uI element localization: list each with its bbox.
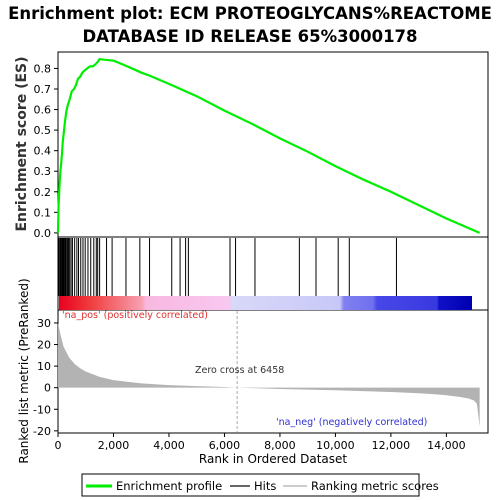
es-y-tick-label: 0.6 bbox=[34, 104, 52, 117]
metric-y-tick-label: 0 bbox=[44, 382, 51, 395]
es-y-tick-label: 0.3 bbox=[34, 165, 52, 178]
metric-y-tick-label: -10 bbox=[33, 403, 51, 416]
metric-y-tick-label: 30 bbox=[37, 317, 51, 330]
x-tick-label: 8,000 bbox=[264, 439, 296, 452]
metric-y-axis-label: Ranked list metric (PreRanked) bbox=[17, 278, 31, 463]
legend-box bbox=[81, 473, 420, 497]
x-tick-label: 0 bbox=[55, 439, 62, 452]
x-tick-label: 14,000 bbox=[427, 439, 466, 452]
chart-title-line1: Enrichment plot: ECM PROTEOGLYCANS%REACT… bbox=[8, 4, 492, 23]
es-y-tick-label: 0.0 bbox=[34, 227, 52, 240]
x-tick-label: 12,000 bbox=[372, 439, 411, 452]
legend-label-hits: Hits bbox=[254, 479, 276, 493]
legend-label-metric: Ranking metric scores bbox=[311, 479, 439, 493]
zero-cross-label: Zero cross at 6458 bbox=[195, 365, 284, 376]
metric-y-tick-label: 10 bbox=[37, 360, 51, 373]
enrichment-profile-line bbox=[56, 58, 481, 234]
metric-y-ticks: -20 -10 0 10 20 30 bbox=[33, 317, 58, 438]
neg-correlated-label: 'na_neg' (negatively correlated) bbox=[276, 417, 427, 428]
x-tick-label: 2,000 bbox=[98, 439, 130, 452]
legend: Enrichment profile Hits Ranking metric s… bbox=[81, 473, 439, 497]
es-panel-frame bbox=[57, 51, 489, 238]
ranking-color-bar bbox=[59, 296, 472, 310]
x-axis-label: Rank in Ordered Dataset bbox=[199, 452, 347, 466]
es-y-tick-label: 0.4 bbox=[34, 145, 52, 158]
pos-correlated-label: 'na_pos' (positively correlated) bbox=[62, 310, 208, 321]
legend-label-enrichment: Enrichment profile bbox=[116, 479, 222, 493]
es-y-tick-label: 0.7 bbox=[34, 83, 52, 96]
x-tick-label: 6,000 bbox=[209, 439, 241, 452]
chart-title-line2: DATABASE ID RELEASE 65%3000178 bbox=[82, 27, 417, 46]
x-ticks: 0 2,000 4,000 6,000 8,000 10,000 12,000 14,000 bbox=[55, 433, 466, 452]
metric-y-tick-label: 20 bbox=[37, 339, 51, 352]
es-y-ticks: 0.0 0.1 0.2 0.3 0.4 0.5 0.6 0.7 0.8 bbox=[34, 62, 58, 240]
es-y-tick-label: 0.2 bbox=[34, 186, 52, 199]
metric-y-tick-label: -20 bbox=[33, 425, 51, 438]
es-y-tick-label: 0.8 bbox=[34, 62, 52, 75]
es-y-tick-label: 0.1 bbox=[34, 206, 52, 219]
x-tick-label: 10,000 bbox=[316, 439, 355, 452]
hit-markers bbox=[58, 238, 397, 296]
x-tick-label: 4,000 bbox=[153, 439, 185, 452]
es-y-tick-label: 0.5 bbox=[34, 124, 52, 137]
es-y-axis-label: Enrichment score (ES) bbox=[14, 56, 30, 231]
